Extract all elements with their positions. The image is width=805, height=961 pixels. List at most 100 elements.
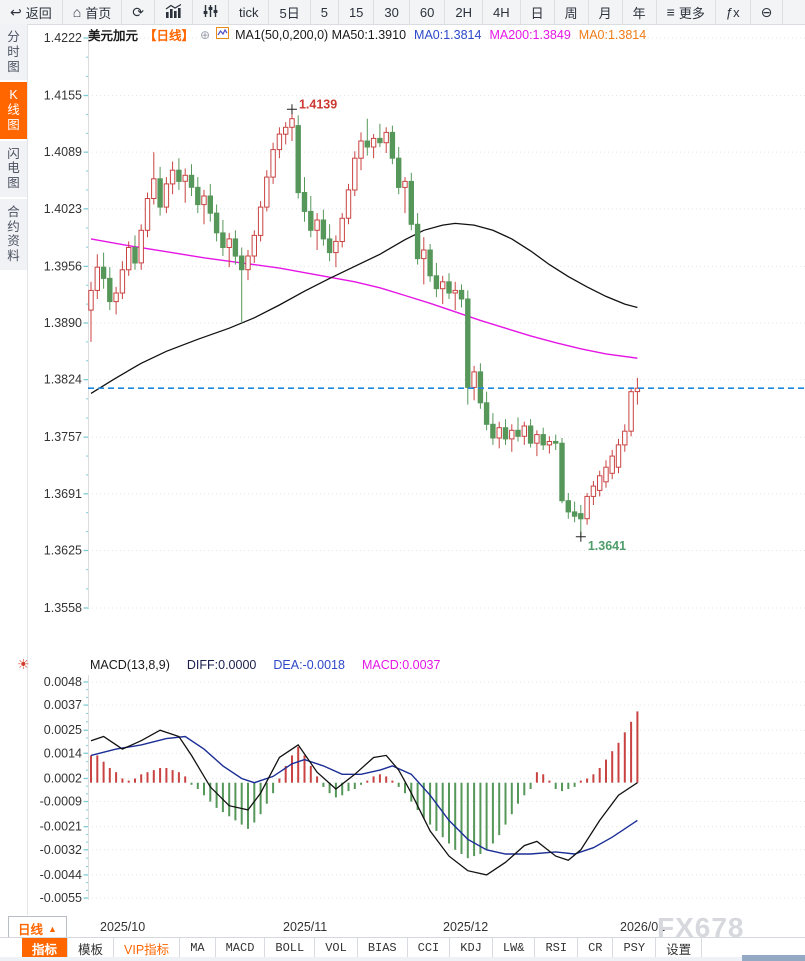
tab-vol[interactable]: VOL <box>315 938 358 958</box>
toolbar-item-label: 4H <box>492 4 510 20</box>
macd-header: MACD(13,8,9) DIFF:0.0000 DEA:-0.0018 MACD:0… <box>90 658 448 672</box>
tab-psy[interactable]: PSY <box>613 938 657 958</box>
ma-value: MA200:1.3849 <box>489 27 571 42</box>
ma50-line <box>90 222 638 394</box>
tab-template[interactable]: 模板 <box>68 938 115 958</box>
x-axis-label: 2026/01 <box>620 920 666 934</box>
toolbar-item-indicator-settings[interactable] <box>193 0 229 24</box>
toolbar-item-year[interactable]: 年 <box>623 0 657 24</box>
toolbar-item-label: 2H <box>455 4 472 20</box>
tab-rsi[interactable]: RSI <box>535 938 579 958</box>
sidebar-item-kline[interactable]: K线图 <box>0 82 27 139</box>
macd-chart[interactable]: 0.0048 0.0037 0.0025 0.0014 0.0002 -0.0009 -0.… <box>0 655 805 913</box>
svg-text:1.3757: 1.3757 <box>44 430 82 444</box>
toolbar-item-back[interactable]: ↩ 返回 <box>0 0 63 24</box>
tab-lw[interactable]: LW& <box>493 938 536 958</box>
toolbar-item-refresh[interactable]: ⟳ <box>122 0 155 24</box>
toolbar-item-label: 5 <box>320 4 328 20</box>
svg-text:1.4023: 1.4023 <box>44 202 82 216</box>
toolbar-item-zoom-out[interactable]: ⊖ <box>751 0 784 24</box>
low-annotation: 1.3641 <box>575 531 626 553</box>
x-axis-label: 2025/11 <box>283 920 328 934</box>
svg-text:0.0002: 0.0002 <box>44 771 82 785</box>
chevron-up-icon: ▲ <box>48 923 57 934</box>
sidebar-item-time-share[interactable]: 分时图 <box>0 24 27 81</box>
ma-value: MA0:1.3814 <box>578 27 647 42</box>
ma-values: MA1(50,0,200,0) MA50:1.3910 MA0:1.3814 MA2… <box>235 28 654 42</box>
toolbar-item-15m[interactable]: 15 <box>339 0 375 24</box>
toolbar-item-label: 首页 <box>85 5 112 21</box>
x-axis-label: 2025/10 <box>100 920 146 934</box>
main-chart-header: 美元加元 【日线】 ⊕ MA1(50,0,200,0) MA50:1.3910 MA… <box>88 25 654 44</box>
svg-text:1.3625: 1.3625 <box>44 543 82 557</box>
svg-text:0.0037: 0.0037 <box>44 698 82 712</box>
chart-type-sidebar: 分时图 K线图 闪电图 合约资料 <box>0 24 28 915</box>
toolbar-item-more[interactable]: ≡ 更多 <box>657 0 716 24</box>
svg-text:0.0025: 0.0025 <box>44 723 82 737</box>
macd-value: MACD:0.0037 <box>361 658 441 672</box>
tab-ma[interactable]: MA <box>180 938 216 958</box>
ma-value: MA0:1.3814 <box>414 27 482 42</box>
diff-line <box>90 729 638 876</box>
svg-text:-0.0009: -0.0009 <box>40 795 82 809</box>
tab-settings[interactable]: 设置 <box>656 938 703 958</box>
svg-text:1.4222: 1.4222 <box>44 31 82 45</box>
bottom-scrollbar-thumb[interactable] <box>742 955 805 961</box>
tab-indicator[interactable]: 指标 <box>22 938 69 958</box>
ma-value: MA1(50,0,200,0) MA50:1.3910 <box>235 27 407 42</box>
sidebar-item-contract-info[interactable]: 合约资料 <box>0 198 27 270</box>
main-grid: 1.4222 1.4155 1.4089 1.4023 1.3956 1.3890 1.38… <box>44 31 805 615</box>
macd-value: DIFF:0.0000 <box>186 658 257 672</box>
macd-value: DEA:-0.0018 <box>273 658 345 672</box>
toolbar-item-2h[interactable]: 2H <box>445 0 483 24</box>
mini-chart-icon <box>216 27 230 42</box>
tab-kdj[interactable]: KDJ <box>450 938 493 958</box>
tab-vip-indicator[interactable]: VIP指标 <box>114 938 181 958</box>
toolbar-item-day[interactable]: 日 <box>521 0 555 24</box>
svg-text:1.3890: 1.3890 <box>44 316 82 330</box>
toolbar-item-label: 60 <box>419 4 435 20</box>
svg-text:1.3824: 1.3824 <box>44 373 82 387</box>
tab-cr[interactable]: CR <box>578 938 614 958</box>
sidebar-item-lightning[interactable]: 闪电图 <box>0 140 27 197</box>
tab-boll[interactable]: BOLL <box>265 938 316 958</box>
menu-icon: ≡ <box>666 4 675 20</box>
svg-text:0.0014: 0.0014 <box>44 746 82 760</box>
bottom-scrollbar-track <box>0 957 805 961</box>
period-dropdown-label: 日线 <box>18 923 44 937</box>
toolbar-item-label: tick <box>238 4 259 20</box>
toolbar-item-5d[interactable]: 5日 <box>269 0 311 24</box>
toolbar-item-home[interactable]: ⌂ 首页 <box>63 0 123 24</box>
svg-text:0.0048: 0.0048 <box>44 675 82 689</box>
svg-text:-0.0032: -0.0032 <box>40 843 82 857</box>
toolbar-item-fx[interactable]: ƒx <box>716 0 751 24</box>
toolbar-item-month[interactable]: 月 <box>589 0 623 24</box>
tab-macd[interactable]: MACD <box>216 938 266 958</box>
toolbar-item-4h[interactable]: 4H <box>483 0 521 24</box>
svg-text:-0.0044: -0.0044 <box>40 868 82 882</box>
indicator-tab-bar: 指标 模板 VIP指标 MA MACD BOLL VOL BIAS CCI KDJ LW& RSI CR… <box>0 937 805 958</box>
tab-cci[interactable]: CCI <box>408 938 451 958</box>
toolbar-item-30m[interactable]: 30 <box>374 0 410 24</box>
toolbar-item-60m[interactable]: 60 <box>410 0 446 24</box>
main-chart[interactable]: 1.4222 1.4155 1.4089 1.4023 1.3956 1.3890 1.38… <box>0 26 805 654</box>
svg-text:1.4155: 1.4155 <box>44 89 82 103</box>
toolbar-item-label: ƒx <box>725 4 740 20</box>
bar-chart-icon <box>165 3 182 20</box>
dea-line <box>90 735 638 855</box>
toolbar-item-chart-type[interactable] <box>155 0 193 24</box>
toolbar-item-label: 返回 <box>25 5 52 21</box>
svg-text:1.3956: 1.3956 <box>44 259 82 273</box>
toolbar-item-5m[interactable]: 5 <box>311 0 339 24</box>
toolbar-item-week[interactable]: 周 <box>555 0 589 24</box>
svg-text:1.3691: 1.3691 <box>44 487 82 501</box>
tab-bias[interactable]: BIAS <box>358 938 408 958</box>
sun-icon[interactable]: ☀ <box>17 656 30 672</box>
toolbar-item-tick[interactable]: tick <box>229 0 270 24</box>
add-compare-icon[interactable]: ⊕ <box>200 27 211 42</box>
svg-text:1.3641: 1.3641 <box>588 539 626 553</box>
toolbar-item-label: 年 <box>632 5 646 21</box>
home-icon: ⌂ <box>72 4 82 20</box>
svg-text:1.4139: 1.4139 <box>299 97 337 111</box>
